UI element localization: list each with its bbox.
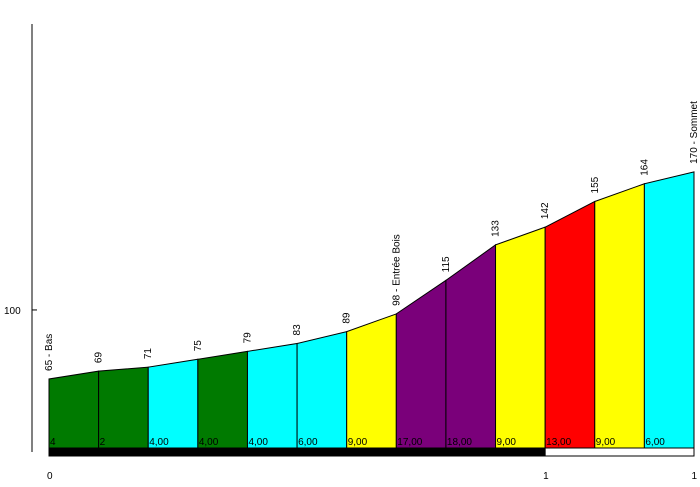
elevation-label: 69 — [94, 352, 105, 364]
elevation-labels: 65 - Bas 69 71 75 79 83 89 98 - Entrée Bois 115 1… — [44, 101, 700, 371]
x-tick-label: 1 — [543, 471, 549, 482]
profile-segment — [296, 331, 348, 449]
elevation-label: 89 — [342, 312, 353, 324]
gradient-label: 2 — [100, 437, 106, 448]
elevation-label: 75 — [193, 340, 204, 352]
gradient-label: 4,00 — [248, 437, 268, 448]
elevation-label: 164 — [639, 159, 650, 176]
gradient-label: 17,00 — [397, 437, 422, 448]
elevation-label: 115 — [441, 256, 452, 272]
y-tick-label: 100 — [4, 306, 21, 317]
elevation-label: 133 — [491, 220, 502, 237]
distance-bar-segment — [48, 447, 546, 457]
profile-segment — [246, 342, 298, 449]
gradient-label: 18,00 — [447, 437, 472, 448]
profile-segment — [495, 226, 546, 449]
elevation-label: 155 — [590, 176, 601, 193]
gradient-label: 13,00 — [546, 437, 571, 448]
gradient-label: 9,00 — [596, 437, 616, 448]
distance-bar — [48, 447, 695, 457]
x-tick-label: 0 — [47, 471, 53, 482]
profile-segment — [445, 243, 497, 449]
profile-segment — [544, 200, 596, 449]
profile-segment — [643, 171, 695, 449]
x-axis-ticks: 0 1 1 — [47, 471, 697, 482]
gradient-label: 6,00 — [645, 437, 665, 448]
gradient-label: 4 — [50, 437, 56, 448]
elevation-label: 71 — [143, 348, 154, 360]
profile-segments — [48, 171, 695, 449]
distance-bar-segment — [544, 447, 695, 457]
profile-segment — [48, 370, 100, 449]
elevation-label: 65 - Bas — [44, 334, 55, 371]
profile-segment — [395, 279, 447, 449]
gradient-labels: 4 2 4,00 4,00 4,00 6,00 9,00 17,00 18,00 9,00 13,0… — [50, 437, 665, 448]
y-axis-ticks: 100 — [4, 306, 37, 317]
gradient-label: 4,00 — [199, 437, 219, 448]
profile-segment — [98, 366, 149, 449]
gradient-label: 6,00 — [298, 437, 318, 448]
profile-segment — [197, 350, 248, 449]
elevation-label: 170 - Sommet — [689, 101, 700, 164]
gradient-label: 9,00 — [348, 437, 368, 448]
x-tick-label: 1 — [691, 471, 697, 482]
elevation-label: 83 — [292, 324, 303, 336]
profile-segment — [147, 358, 199, 449]
profile-segment — [594, 183, 645, 449]
gradient-label: 4,00 — [149, 437, 169, 448]
elevation-label: 79 — [242, 332, 253, 344]
elevation-label: 98 - Entrée Bois — [391, 234, 402, 306]
profile-segment — [346, 313, 397, 449]
elevation-label: 142 — [540, 202, 551, 219]
gradient-label: 9,00 — [497, 437, 517, 448]
